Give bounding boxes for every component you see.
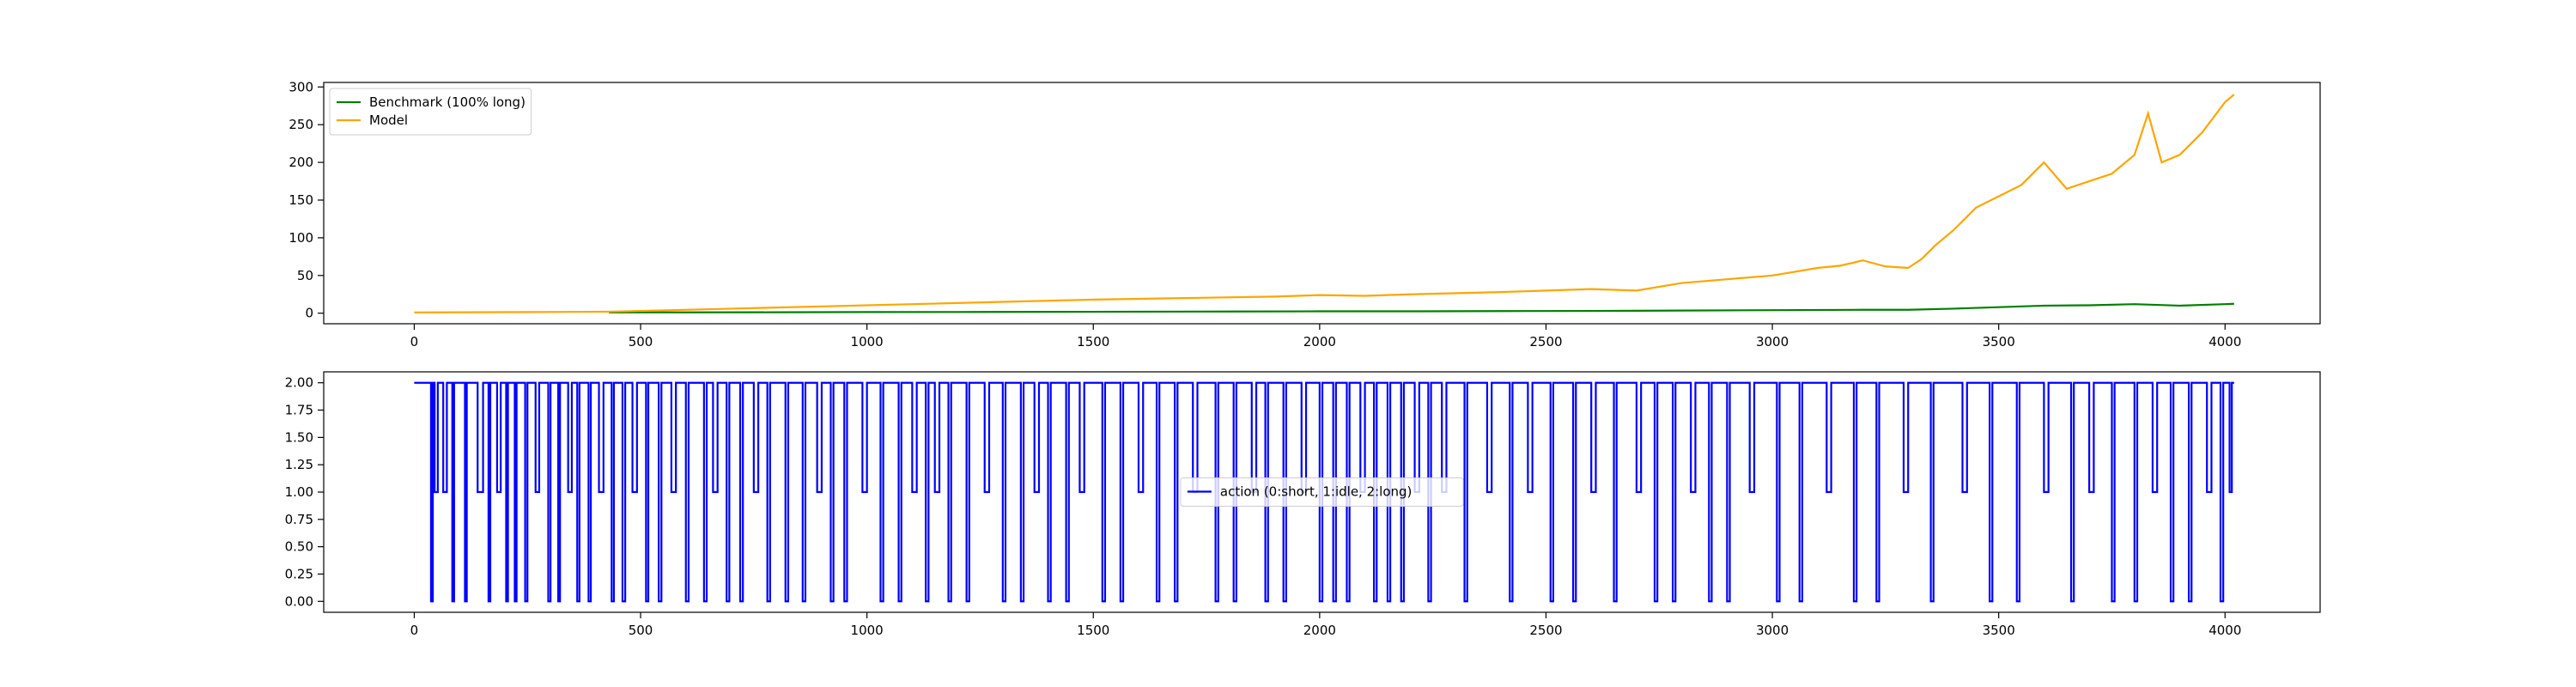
x-tick-label: 1500 (1077, 623, 1109, 638)
equity-axes-frame (323, 82, 2321, 325)
x-tick-label: 3000 (1756, 334, 1789, 350)
y-tick-label: 1.50 (285, 429, 313, 445)
series-line-1 (414, 94, 2235, 313)
legend-label: Benchmark (100% long) (369, 94, 526, 110)
y-tick-label: 0.00 (285, 593, 313, 609)
y-tick-label: 100 (289, 230, 313, 246)
legend-label: Model (369, 112, 408, 128)
equity-x-ticks: 0 500 1000 1500 2000 2500 3000 3500 4000 (410, 324, 2241, 350)
equity-legend: Benchmark (100% long) Model (329, 88, 532, 136)
y-tick-label: 0.25 (285, 566, 313, 581)
y-tick-label: 0 (305, 306, 313, 321)
x-tick-label: 2500 (1529, 334, 1562, 350)
x-tick-label: 0 (410, 334, 419, 350)
action-chart: 0 500 1000 1500 2000 2500 3000 3500 4000 0.00 0.2… (285, 371, 2321, 638)
x-tick-label: 1500 (1077, 334, 1109, 350)
action-lines (414, 381, 2234, 603)
y-tick-label: 250 (289, 117, 313, 132)
equity-chart: 0 500 1000 1500 2000 2500 3000 3500 4000 0 50 100 1… (289, 79, 2321, 350)
series-line-0 (609, 302, 2234, 313)
y-tick-label: 1.00 (285, 484, 313, 500)
y-tick-label: 200 (289, 155, 313, 170)
equity-lines (414, 94, 2235, 313)
x-tick-label: 2500 (1529, 623, 1562, 638)
y-tick-label: 1.25 (285, 457, 313, 472)
y-tick-label: 0.75 (285, 512, 313, 527)
x-tick-label: 3500 (1983, 334, 2015, 350)
action-y-ticks: 0.00 0.25 0.50 0.75 1.00 1.25 1.50 1.75 2.00 (285, 375, 324, 609)
x-tick-label: 500 (629, 334, 653, 350)
x-tick-label: 4000 (2208, 334, 2241, 350)
x-tick-label: 2000 (1303, 623, 1336, 638)
x-tick-label: 1000 (851, 334, 884, 350)
y-tick-label: 150 (289, 192, 313, 208)
legend-label: action (0:short, 1:idle, 2:long) (1220, 484, 1413, 500)
series-line-0 (414, 381, 2234, 603)
x-tick-label: 500 (629, 623, 653, 638)
x-tick-label: 4000 (2208, 623, 2241, 638)
action-legend: action (0:short, 1:idle, 2:long) (1180, 477, 1464, 507)
y-tick-label: 0.50 (285, 539, 313, 555)
legend-box (1180, 477, 1464, 507)
y-tick-label: 300 (289, 79, 313, 94)
x-tick-label: 2000 (1303, 334, 1336, 350)
action-x-ticks: 0 500 1000 1500 2000 2500 3000 3500 4000 (410, 612, 2241, 638)
x-tick-label: 0 (410, 623, 419, 638)
x-tick-label: 1000 (851, 623, 884, 638)
legend-box (329, 88, 532, 136)
y-tick-label: 1.75 (285, 403, 313, 418)
y-tick-label: 50 (297, 268, 313, 283)
y-tick-label: 2.00 (285, 375, 313, 391)
x-tick-label: 3500 (1983, 623, 2015, 638)
equity-y-ticks: 0 50 100 150 200 250 300 (289, 79, 324, 321)
x-tick-label: 3000 (1756, 623, 1789, 638)
